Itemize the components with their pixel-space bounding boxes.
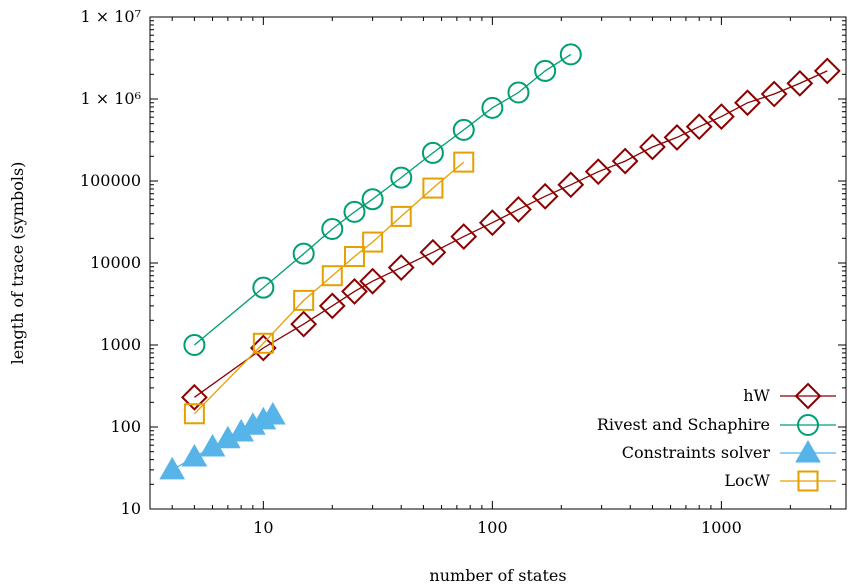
y-tick-label: 10 — [121, 499, 141, 518]
data-point-diamond — [584, 158, 612, 186]
legend-item: Rivest and Schaphire — [597, 414, 836, 436]
x-axis-title: number of states — [429, 566, 566, 585]
data-point-diamond — [531, 182, 559, 210]
data-point-square — [422, 177, 444, 199]
data-point-diamond — [249, 334, 277, 362]
data-point-circle — [292, 242, 315, 265]
data-point-circle — [559, 43, 582, 66]
legend-marker-circle — [797, 414, 819, 436]
y-tick-label: 10000 — [90, 253, 141, 272]
y-tick-label: 1 × 10⁶ — [80, 89, 141, 108]
legend-item: Constraints solver — [622, 439, 836, 463]
y-tick-label: 1000 — [100, 335, 141, 354]
data-point-circle — [343, 200, 366, 223]
data-point-diamond — [359, 267, 387, 295]
legend-label: hW — [743, 386, 770, 405]
data-point-circle — [452, 118, 475, 141]
data-point-circle — [183, 334, 206, 356]
legend-label: LocW — [724, 471, 770, 490]
data-point-diamond — [786, 69, 814, 97]
x-tick-label: 1000 — [701, 518, 742, 537]
legend-item: LocW — [724, 470, 836, 492]
series-circle — [183, 43, 582, 356]
data-point-square — [321, 265, 343, 287]
y-tick-label: 100 — [110, 417, 141, 436]
data-point-diamond — [478, 209, 506, 237]
series-square — [183, 151, 475, 425]
y-axis-title: length of trace (symbols) — [8, 162, 27, 365]
data-point-diamond — [318, 292, 346, 320]
y-tick-label: 1 × 10⁷ — [80, 7, 141, 26]
series-layer — [159, 43, 841, 480]
data-point-diamond — [180, 383, 208, 411]
data-point-circle — [534, 59, 557, 82]
legend: hW Rivest and Schaphire Constraints solver… — [597, 382, 836, 492]
data-point-diamond — [639, 133, 666, 161]
data-point-square — [453, 151, 475, 173]
legend-marker-square — [797, 470, 819, 492]
data-point-diamond — [734, 89, 761, 117]
data-point-circle — [481, 96, 504, 119]
series-line — [193, 161, 465, 415]
y-tick-label: 100000 — [80, 171, 141, 190]
axes: 10 100 1000 10 100 1000 10000 100000 1 × 10⁶ 1 × … — [80, 7, 846, 537]
series-line — [193, 53, 572, 346]
plot-frame — [149, 16, 847, 510]
data-point-circle — [390, 166, 413, 189]
data-point-diamond — [290, 310, 318, 338]
x-tick-label: 100 — [477, 518, 508, 537]
data-point-circle — [507, 81, 530, 104]
data-point-square — [390, 205, 412, 227]
legend-marker-diamond — [794, 382, 822, 410]
data-point-square — [293, 289, 315, 311]
data-point-diamond — [663, 124, 691, 151]
series-line — [194, 70, 828, 398]
data-point-diamond — [813, 57, 841, 85]
legend-marker-triangle — [795, 439, 821, 463]
data-point-square — [343, 246, 365, 268]
data-point-diamond — [707, 103, 735, 131]
legend-label: Constraints solver — [622, 443, 771, 462]
legend-label: Rivest and Schaphire — [597, 415, 770, 434]
series-diamond — [180, 57, 841, 411]
legend-item: hW — [743, 382, 836, 410]
x-tick-label: 10 — [253, 518, 273, 537]
data-point-diamond — [505, 196, 532, 223]
data-point-diamond — [387, 254, 415, 281]
data-point-diamond — [341, 278, 368, 305]
data-point-diamond — [760, 80, 788, 108]
data-point-circle — [252, 276, 275, 299]
data-point-circle — [321, 217, 344, 240]
data-point-circle — [361, 188, 384, 211]
data-point-triangle — [159, 456, 186, 480]
data-point-triangle — [259, 402, 286, 425]
series-triangle — [159, 402, 286, 480]
data-point-diamond — [685, 113, 713, 141]
data-point-square — [362, 231, 384, 253]
data-point-diamond — [611, 147, 639, 175]
data-point-diamond — [419, 238, 447, 266]
data-point-diamond — [557, 171, 585, 199]
data-point-square — [183, 403, 205, 425]
data-point-circle — [421, 141, 444, 164]
data-point-diamond — [450, 223, 478, 250]
data-point-square — [252, 332, 274, 354]
